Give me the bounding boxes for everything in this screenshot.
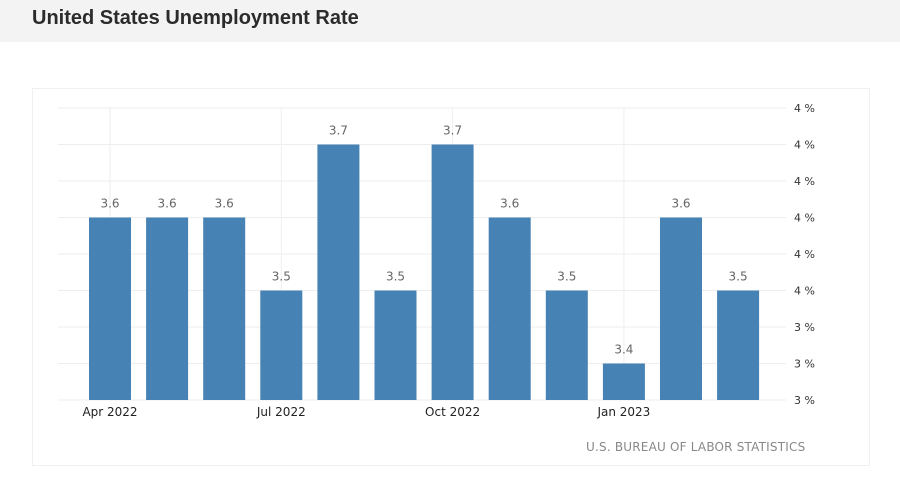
y-tick-label: 4 %: [794, 139, 815, 152]
header-bar: United States Unemployment Rate: [0, 0, 900, 42]
source-label: U.S. BUREAU OF LABOR STATISTICS: [586, 440, 806, 454]
bar: [317, 144, 360, 400]
y-tick-label: 3 %: [794, 321, 815, 334]
x-tick-label: Jan 2023: [596, 405, 650, 419]
y-tick-label: 4 %: [794, 212, 815, 225]
y-tick-label: 3 %: [794, 358, 815, 371]
data-label: 3.5: [729, 270, 748, 284]
data-label: 3.7: [329, 124, 348, 138]
y-tick-label: 4 %: [794, 102, 815, 115]
bar: [488, 217, 531, 400]
y-tick-label: 4 %: [794, 248, 815, 261]
bar: [203, 217, 246, 400]
bar: [602, 363, 645, 400]
data-label: 3.6: [500, 197, 519, 211]
data-label: 3.6: [158, 197, 177, 211]
bar: [260, 290, 303, 400]
data-label: 3.6: [671, 197, 690, 211]
data-label: 3.5: [386, 270, 405, 284]
y-tick-label: 4 %: [794, 175, 815, 188]
page-title: United States Unemployment Rate: [32, 7, 359, 29]
data-label: 3.6: [215, 197, 234, 211]
x-tick-label: Jul 2022: [256, 405, 306, 419]
data-label: 3.6: [100, 197, 119, 211]
bar: [717, 290, 760, 400]
x-tick-label: Apr 2022: [82, 405, 137, 419]
data-label: 3.7: [443, 124, 462, 138]
bar: [660, 217, 702, 400]
chart-card: [32, 88, 870, 466]
y-tick-label: 3 %: [794, 394, 815, 407]
data-label: 3.5: [272, 270, 291, 284]
bar: [146, 217, 189, 400]
x-tick-label: Oct 2022: [425, 405, 480, 419]
data-label: 3.4: [614, 343, 633, 357]
bar: [374, 290, 417, 400]
data-label: 3.5: [557, 270, 576, 284]
bar: [89, 217, 131, 400]
bar: [431, 144, 474, 400]
y-tick-label: 4 %: [794, 285, 815, 298]
bar: [545, 290, 588, 400]
